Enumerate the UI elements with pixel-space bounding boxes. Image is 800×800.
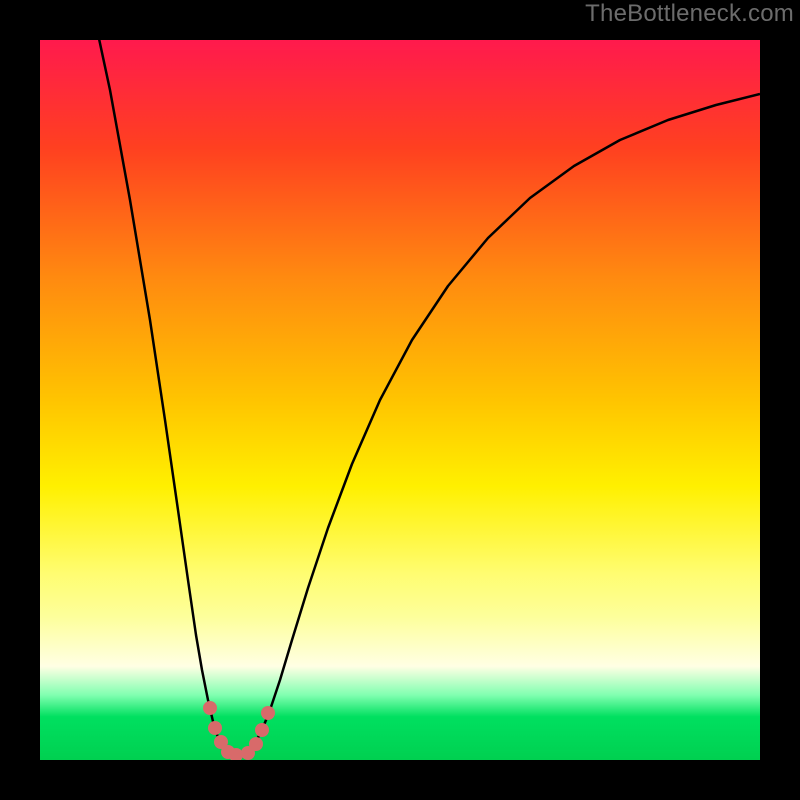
- curve-marker: [249, 737, 263, 751]
- figure-frame: TheBottleneck.com: [0, 0, 800, 800]
- bottleneck-curve-svg: [40, 40, 760, 760]
- bottleneck-curve: [95, 40, 760, 756]
- curve-marker: [203, 701, 217, 715]
- plot-area: [40, 40, 760, 760]
- curve-markers-group: [203, 701, 275, 760]
- curve-marker: [255, 723, 269, 737]
- curve-marker: [208, 721, 222, 735]
- watermark-text: TheBottleneck.com: [585, 0, 794, 28]
- curve-marker: [261, 706, 275, 720]
